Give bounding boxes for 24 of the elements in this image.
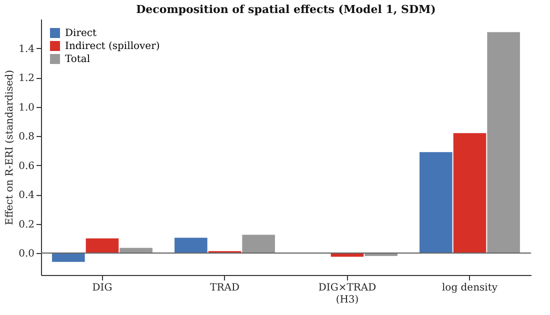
legend-label: Total <box>65 54 90 65</box>
y-tick-label: 0.0 <box>18 248 34 260</box>
y-tick-label: 0.4 <box>18 190 34 202</box>
x-tick-label: DIG×TRAD (H3) <box>318 282 376 306</box>
legend-label: Direct <box>65 28 97 39</box>
bar <box>420 152 452 254</box>
bar <box>52 253 85 262</box>
y-tick-label: 1.2 <box>18 73 34 84</box>
legend-label: Indirect (spillover) <box>65 41 160 52</box>
x-tick-label: log density <box>442 282 498 294</box>
bar <box>174 238 208 254</box>
y-tick-label: 0.2 <box>18 219 34 230</box>
y-tick-label: 1.4 <box>18 44 34 55</box>
y-tick-label: 1.0 <box>18 102 34 114</box>
bar <box>86 238 119 254</box>
y-tick-label: 0.8 <box>18 132 34 143</box>
x-tick-label: TRAD <box>210 282 240 294</box>
chart-title: Decomposition of spatial effects (Model 1, SDM) <box>136 3 436 16</box>
x-tick-label: DIG <box>92 282 112 294</box>
bar <box>487 32 520 254</box>
bar <box>242 234 275 254</box>
y-tick-label: 0.6 <box>18 160 34 172</box>
bar <box>453 133 486 254</box>
y-axis-title: Effect on R-ERI (standardised) <box>4 70 16 226</box>
